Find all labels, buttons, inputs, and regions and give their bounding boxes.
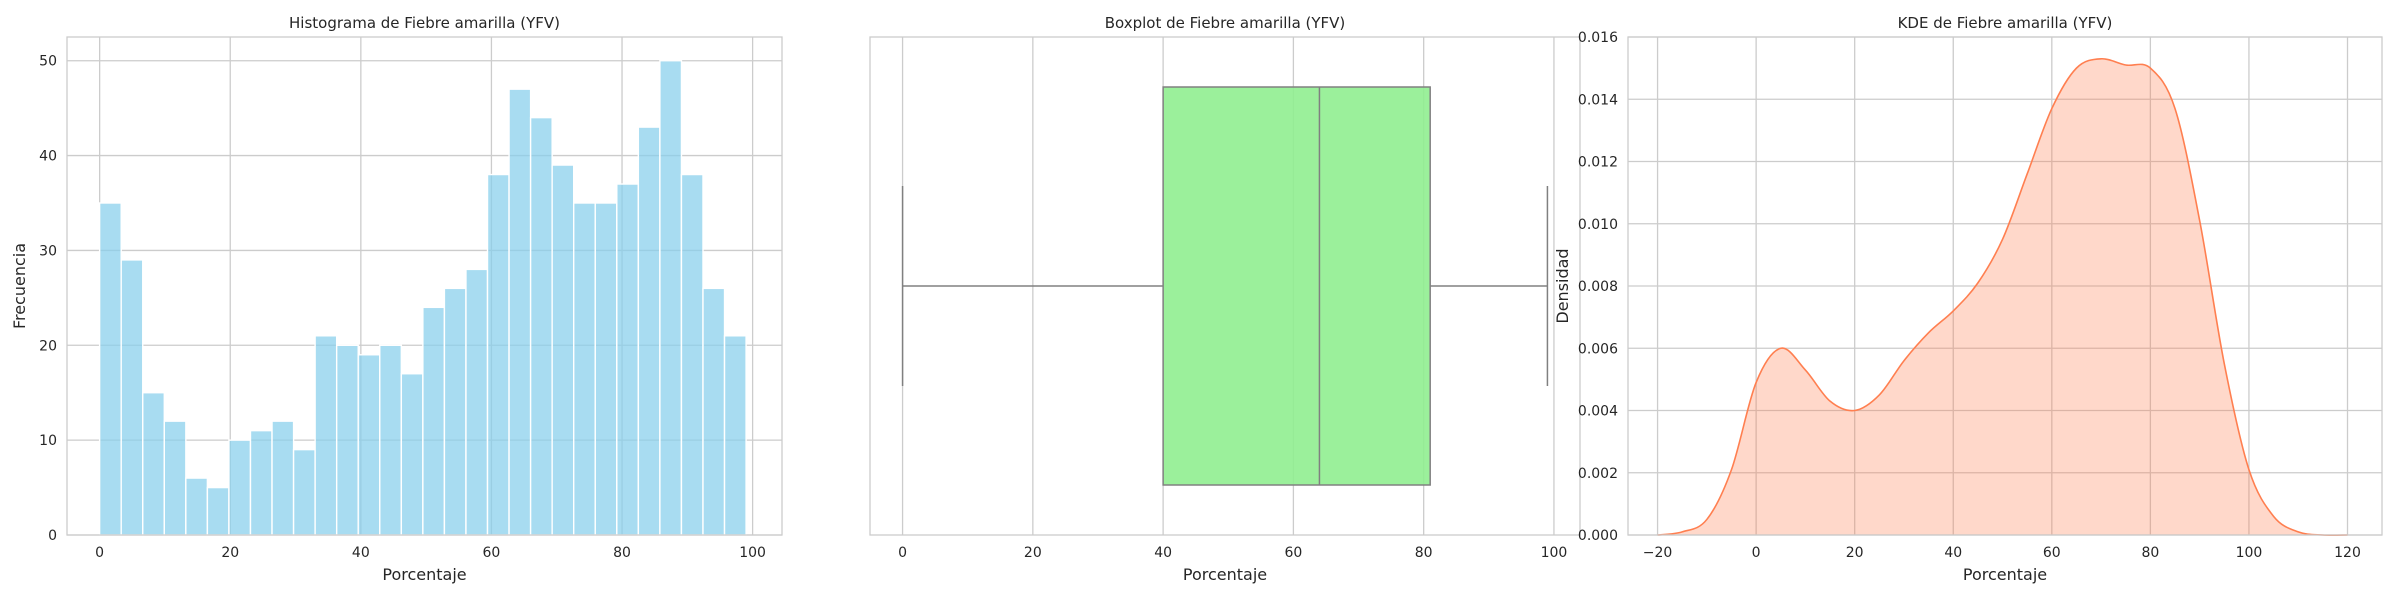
x-tick-label: 20 bbox=[1024, 545, 1042, 561]
y-tick-label: 0.012 bbox=[1578, 155, 1618, 171]
kde-panel: −20 0 20 40 60 80 100 120 0.000 0.002 0.004 0.006 0.… bbox=[1553, 14, 2383, 584]
histogram-bar bbox=[422, 306, 446, 536]
x-tick-label: 100 bbox=[739, 545, 766, 561]
y-tick-label: 0.016 bbox=[1578, 30, 1618, 46]
kde-y-axis-label: Densidad bbox=[1553, 248, 1572, 323]
histogram-bar bbox=[529, 116, 553, 536]
x-tick-label: 20 bbox=[221, 545, 239, 561]
x-tick-label: 60 bbox=[1284, 545, 1302, 561]
histogram-bar bbox=[335, 344, 359, 536]
histogram-bar bbox=[702, 287, 726, 536]
histogram-title: Histograma de Fiebre amarilla (YFV) bbox=[289, 14, 560, 32]
x-tick-label: −20 bbox=[1643, 545, 1673, 561]
kde-area bbox=[1657, 58, 2348, 536]
x-tick-label: 60 bbox=[2043, 545, 2061, 561]
y-tick-label: 10 bbox=[39, 433, 57, 449]
histogram-bar bbox=[314, 335, 338, 536]
y-tick-label: 0 bbox=[48, 528, 57, 544]
kde-x-axis-label: Porcentaje bbox=[1963, 565, 2047, 584]
kde-line bbox=[1657, 57, 2348, 537]
x-tick-label: 0 bbox=[898, 545, 907, 561]
x-tick-label: 60 bbox=[483, 545, 501, 561]
x-tick-label: 0 bbox=[1752, 545, 1761, 561]
histogram-bar bbox=[142, 392, 165, 536]
x-tick-label: 80 bbox=[2141, 545, 2159, 561]
y-tick-label: 0.014 bbox=[1578, 92, 1618, 108]
histogram-bar bbox=[98, 202, 122, 536]
histogram-bar bbox=[594, 202, 618, 536]
y-tick-label: 0.006 bbox=[1578, 341, 1618, 357]
y-tick-label: 30 bbox=[39, 243, 57, 259]
histogram-bar bbox=[120, 259, 144, 536]
histogram-bar bbox=[249, 429, 273, 536]
histogram-bar bbox=[723, 335, 747, 536]
histogram-bar bbox=[551, 164, 575, 536]
histogram-bar bbox=[185, 477, 209, 536]
boxplot-title: Boxplot de Fiebre amarilla (YFV) bbox=[1105, 14, 1346, 32]
histogram-bar bbox=[443, 287, 467, 536]
x-tick-label: 100 bbox=[1541, 545, 1568, 561]
histogram-bar bbox=[400, 373, 424, 536]
x-tick-label: 0 bbox=[95, 545, 104, 561]
histogram-bar bbox=[573, 202, 596, 536]
histogram-bar bbox=[379, 344, 403, 536]
x-tick-label: 100 bbox=[2236, 545, 2263, 561]
histogram-bar bbox=[163, 420, 187, 536]
histogram-frame bbox=[66, 36, 783, 536]
y-tick-label: 20 bbox=[39, 338, 57, 354]
histogram-bar bbox=[206, 486, 230, 536]
histogram-x-axis-label: Porcentaje bbox=[382, 565, 466, 584]
y-tick-label: 0.008 bbox=[1578, 279, 1618, 295]
x-tick-label: 40 bbox=[1944, 545, 1962, 561]
histogram-panel: 0 20 40 60 80 100 0 10 20 30 40 50 Histograma de Fi… bbox=[10, 14, 783, 584]
y-tick-label: 0.004 bbox=[1578, 404, 1618, 420]
boxplot-x-axis-label: Porcentaje bbox=[1183, 565, 1267, 584]
histogram-bar bbox=[357, 354, 381, 536]
y-tick-label: 0.002 bbox=[1578, 466, 1618, 482]
x-tick-label: 40 bbox=[1154, 545, 1172, 561]
boxplot-frame bbox=[869, 36, 1581, 536]
boxplot-box bbox=[1162, 86, 1431, 486]
histogram-bar bbox=[292, 448, 316, 536]
histogram-y-axis-label: Frecuencia bbox=[10, 243, 29, 329]
histogram-bar bbox=[616, 183, 640, 536]
histogram-bar bbox=[486, 173, 510, 536]
histogram-bar bbox=[659, 60, 683, 536]
kde-frame bbox=[1627, 36, 2383, 536]
x-tick-label: 20 bbox=[1846, 545, 1864, 561]
x-tick-label: 120 bbox=[2334, 545, 2361, 561]
histogram-bar bbox=[228, 439, 252, 536]
histogram-bar bbox=[271, 420, 295, 536]
x-tick-label: 40 bbox=[352, 545, 370, 561]
x-tick-label: 80 bbox=[1415, 545, 1433, 561]
histogram-bar bbox=[465, 268, 489, 536]
x-tick-label: 80 bbox=[613, 545, 631, 561]
histogram-bar bbox=[680, 173, 704, 536]
boxplot-panel: 0 20 40 60 80 100 Boxplot de Fiebre amarilla … bbox=[869, 14, 1581, 584]
y-tick-label: 0.010 bbox=[1578, 217, 1618, 233]
y-tick-label: 50 bbox=[39, 54, 57, 70]
kde-title: KDE de Fiebre amarilla (YFV) bbox=[1898, 14, 2113, 32]
y-tick-label: 40 bbox=[39, 149, 57, 165]
histogram-bar bbox=[637, 126, 661, 536]
histogram-bar bbox=[508, 88, 532, 536]
y-tick-label: 0.000 bbox=[1578, 528, 1618, 544]
